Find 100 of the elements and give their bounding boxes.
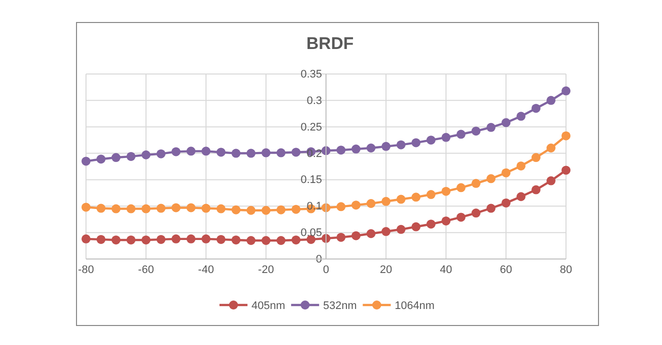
point — [546, 176, 556, 186]
point — [532, 153, 540, 162]
point — [516, 112, 526, 121]
point — [352, 231, 360, 240]
point — [292, 148, 300, 157]
point — [82, 234, 90, 244]
point — [426, 136, 436, 145]
point — [202, 146, 210, 156]
legend-label: 532nm — [323, 300, 357, 312]
point — [232, 235, 240, 244]
point — [486, 204, 496, 213]
point — [456, 183, 466, 192]
point — [96, 204, 106, 213]
x-tick-label: 40 — [440, 264, 452, 276]
point — [546, 144, 556, 152]
point — [502, 198, 510, 208]
point — [262, 148, 270, 158]
point — [126, 204, 136, 214]
point — [246, 236, 256, 245]
point — [396, 194, 406, 204]
point — [276, 236, 286, 245]
point — [172, 203, 180, 212]
y-tick-label: 0.35 — [300, 68, 322, 81]
point — [292, 235, 300, 244]
point — [502, 168, 510, 178]
point — [186, 234, 196, 244]
point — [532, 185, 540, 194]
point — [562, 166, 570, 175]
legend-label: 1064nm — [394, 300, 435, 312]
point — [472, 178, 480, 188]
point — [396, 140, 406, 150]
point — [276, 148, 286, 158]
point — [412, 222, 420, 232]
point — [246, 148, 256, 158]
y-tick-label: 0.05 — [300, 227, 322, 240]
point — [456, 130, 466, 139]
point — [232, 205, 240, 214]
point — [412, 138, 420, 148]
point — [502, 118, 510, 128]
point — [156, 204, 166, 213]
point — [112, 235, 120, 244]
point — [126, 152, 136, 161]
point — [216, 204, 226, 214]
point — [202, 204, 210, 213]
point — [426, 190, 436, 200]
point — [336, 232, 346, 242]
point — [562, 86, 570, 96]
point — [112, 204, 120, 214]
point — [246, 206, 256, 215]
y-tick-label: 0.15 — [300, 174, 322, 186]
point — [336, 146, 346, 155]
point — [292, 204, 300, 214]
x-tick-label: -20 — [258, 264, 274, 276]
point — [216, 148, 226, 157]
point — [546, 96, 556, 105]
y-tick-label: 0.3 — [306, 94, 322, 107]
point — [96, 154, 106, 164]
point — [142, 204, 150, 214]
point — [142, 150, 150, 160]
point — [562, 131, 570, 140]
point — [486, 122, 496, 132]
point — [82, 202, 90, 212]
point — [216, 234, 226, 244]
point — [382, 142, 390, 151]
point — [126, 235, 136, 244]
point — [412, 192, 420, 202]
point — [456, 212, 466, 222]
point — [82, 156, 90, 166]
x-tick-label: 80 — [560, 264, 572, 276]
point — [202, 234, 210, 244]
point — [366, 144, 376, 152]
point — [172, 234, 180, 244]
point — [336, 202, 346, 212]
point — [442, 216, 450, 226]
x-tick-label: -60 — [138, 264, 154, 276]
x-tick-label: 20 — [380, 264, 392, 276]
point — [96, 234, 106, 244]
point — [382, 196, 390, 206]
point — [442, 132, 450, 142]
point — [366, 199, 376, 208]
point — [156, 234, 166, 244]
point — [382, 227, 390, 236]
x-tick-label: -40 — [198, 264, 214, 276]
point — [232, 148, 240, 158]
point — [472, 126, 480, 136]
point — [156, 149, 166, 158]
x-tick-label: 60 — [500, 264, 512, 276]
point — [172, 147, 180, 156]
point — [366, 229, 376, 238]
point — [352, 144, 360, 154]
point — [396, 224, 406, 234]
chart-title: BRDF — [306, 34, 354, 53]
point — [516, 161, 526, 170]
point — [262, 236, 270, 245]
point — [186, 146, 196, 156]
legend-label: 405nm — [251, 300, 286, 312]
point — [532, 104, 540, 113]
point — [276, 205, 286, 214]
point — [262, 206, 270, 215]
point — [442, 186, 450, 196]
